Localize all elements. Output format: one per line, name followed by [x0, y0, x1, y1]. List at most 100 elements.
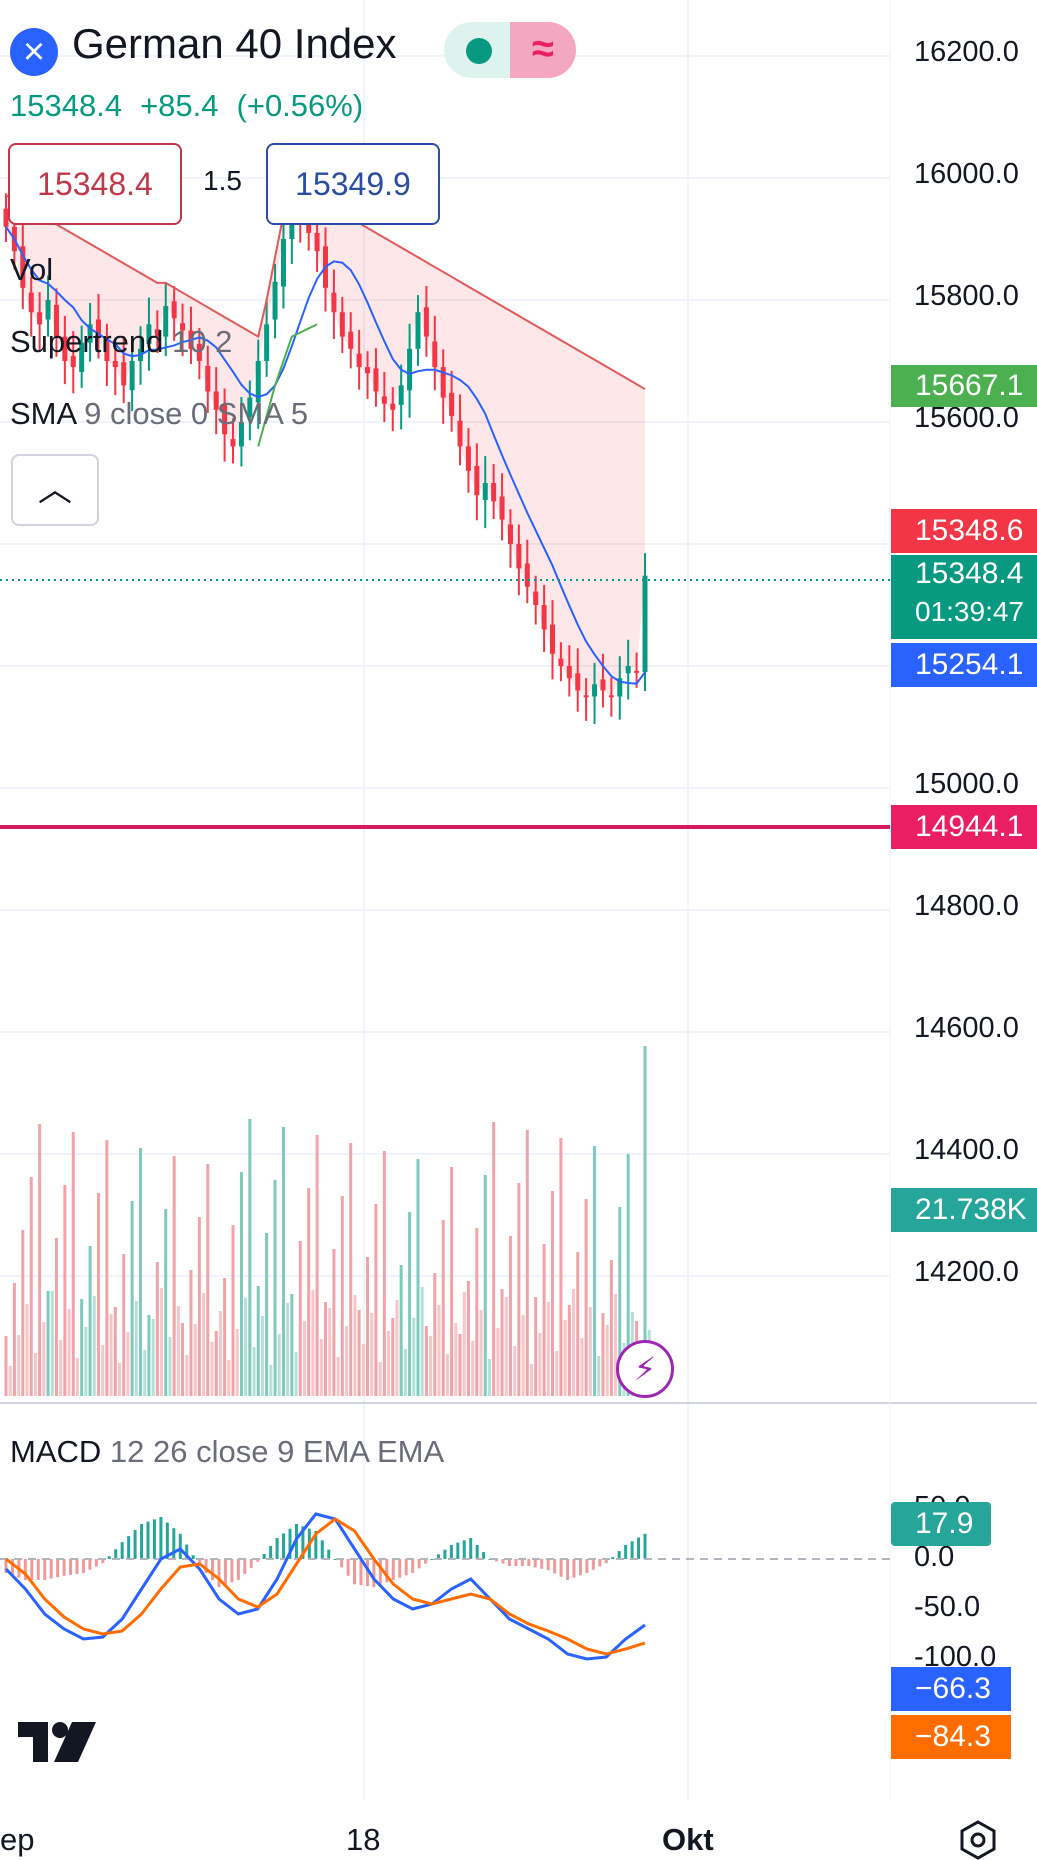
last-price-tag-value: 15348.4: [915, 557, 1024, 590]
macd-hist-bar: [359, 1559, 363, 1586]
macd-hist-bar: [553, 1559, 557, 1574]
volume-bar: [54, 1238, 58, 1396]
symbol-name[interactable]: German 40 Index: [72, 20, 397, 67]
settings-hex-icon[interactable]: [958, 1820, 998, 1860]
macd-hist-bar: [165, 1522, 169, 1559]
volume-bar: [618, 1207, 622, 1396]
volume-bar: [513, 1346, 517, 1396]
volume-bar: [387, 1331, 391, 1396]
macd-hist-bar: [56, 1559, 60, 1578]
supertrend-up-tag: 15667.1: [891, 365, 1037, 407]
legend-sma[interactable]: SMA 9 close 0 SMA 5: [10, 396, 309, 431]
market-status-pill[interactable]: ≈: [444, 22, 576, 78]
macd-hist-bar: [230, 1559, 234, 1583]
macd-hist-bar: [320, 1540, 324, 1559]
macd-hist-bar: [353, 1559, 357, 1585]
macd-hist-bar: [630, 1541, 634, 1559]
volume-bar: [122, 1254, 126, 1396]
horizontal-line-tag[interactable]: 14944.1: [891, 805, 1037, 849]
macd-hist-bar: [282, 1533, 286, 1559]
macd-hist-bar: [391, 1559, 395, 1580]
volume-bar: [416, 1159, 420, 1396]
volume-bar: [50, 1291, 54, 1396]
volume-bar: [555, 1351, 559, 1396]
volume-bar: [202, 1293, 206, 1396]
volume-bar: [298, 1241, 302, 1396]
price-axis-tick: 15800.0: [914, 280, 1019, 312]
volume-bar: [374, 1204, 378, 1396]
macd-hist-bar: [507, 1559, 511, 1566]
macd-hist-bar: [566, 1559, 570, 1580]
macd-lines: [0, 1512, 890, 1661]
volume-bar: [508, 1236, 512, 1396]
macd-hist-bar: [75, 1559, 79, 1574]
candle-body: [533, 591, 539, 605]
volume-bar: [206, 1164, 210, 1396]
quote-line: 15348.4 +85.4 (+0.56%): [10, 88, 363, 124]
volume-bar: [559, 1138, 563, 1396]
lightning-icon[interactable]: ⚡: [616, 1340, 674, 1398]
candle-body: [583, 695, 589, 698]
wave-approx-icon: ≈: [510, 22, 576, 78]
supertrend-band: [6, 184, 645, 697]
candle-body: [196, 343, 202, 361]
volume-bar: [403, 1349, 407, 1396]
candle-body: [608, 695, 614, 698]
macd-hist-bar: [404, 1559, 408, 1576]
sell-button[interactable]: 15348.4: [8, 143, 182, 225]
macd-hist-bar: [62, 1559, 66, 1576]
signal-line: [5, 1517, 646, 1656]
volume-bar: [349, 1143, 353, 1396]
candle-body: [575, 673, 581, 691]
macd-hist-bar: [127, 1536, 131, 1559]
volume-bar: [504, 1297, 508, 1396]
macd-hist-bar: [249, 1559, 253, 1568]
buy-button[interactable]: 15349.9: [266, 143, 440, 225]
macd-hist-bar: [578, 1559, 582, 1576]
macd-hist-bar: [101, 1559, 105, 1564]
candle-body: [255, 361, 261, 403]
macd-hist-bar: [417, 1559, 421, 1569]
collapse-legend-button[interactable]: ︿: [11, 454, 99, 526]
candle-body: [465, 446, 471, 471]
volume-bar: [176, 1306, 180, 1396]
volume-bar: [151, 1319, 155, 1396]
macd-axis-tick: -50.0: [914, 1591, 981, 1623]
candle-body: [449, 392, 455, 416]
volume-bar: [487, 1359, 491, 1396]
macd-hist-bar: [520, 1559, 524, 1566]
macd-hist-bar: [624, 1545, 628, 1559]
legend-vol[interactable]: Vol: [10, 252, 54, 287]
macd-hist-bar: [533, 1559, 537, 1568]
candle-body: [642, 575, 648, 673]
macd-hist-bar: [275, 1538, 279, 1559]
candle-body: [238, 422, 244, 447]
volume-bar: [370, 1313, 374, 1396]
volume-bar: [517, 1183, 521, 1396]
candle-body: [457, 420, 463, 447]
volume-bar: [588, 1307, 592, 1396]
macd-hist-bar: [385, 1559, 389, 1583]
volume-bar: [139, 1148, 143, 1396]
volume-bar: [8, 1366, 12, 1396]
volume-bar: [172, 1156, 176, 1396]
macd-hist-bar: [346, 1559, 350, 1576]
macd-hist-bar: [217, 1559, 221, 1587]
candle-body: [146, 324, 152, 344]
volume-bar: [197, 1217, 201, 1396]
volume-bar: [12, 1283, 16, 1396]
candle-body: [516, 544, 522, 569]
legend-supertrend[interactable]: Supertrend 10 2: [10, 324, 233, 359]
candle-body: [592, 684, 598, 697]
volume-bar: [189, 1270, 193, 1396]
close-icon[interactable]: ×: [10, 28, 58, 76]
macd-hist-bar: [449, 1545, 453, 1559]
legend-macd[interactable]: MACD 12 26 close 9 EMA EMA: [10, 1434, 445, 1469]
macd-hist-bar: [340, 1559, 344, 1568]
tradingview-logo-icon[interactable]: [18, 1722, 102, 1764]
candle-body: [482, 483, 488, 501]
price-axis-tick: 15000.0: [914, 768, 1019, 800]
market-open-dot-icon: [466, 38, 492, 64]
candle-body: [365, 367, 371, 374]
